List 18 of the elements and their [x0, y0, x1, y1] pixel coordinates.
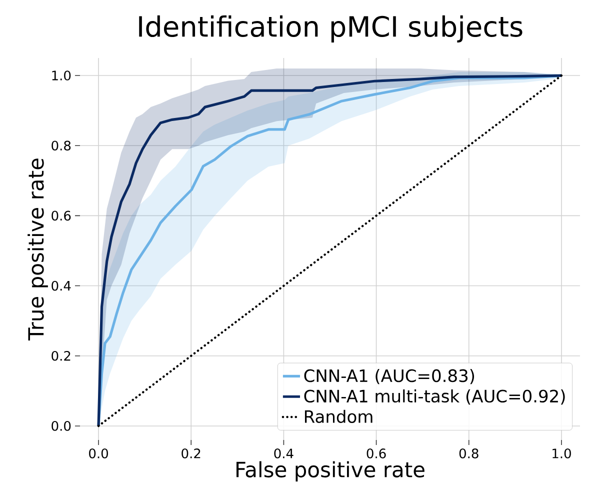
y-tick-label: 0.8	[52, 140, 71, 151]
y-axis-title: True positive rate	[28, 158, 48, 341]
chart-title: Identification pMCI subjects	[139, 15, 522, 42]
x-axis-title: False positive rate	[236, 461, 424, 482]
y-tick-label: 0.6	[52, 210, 71, 221]
x-tick-label: 0.0	[89, 448, 108, 458]
y-tick-label: 0.0	[52, 421, 71, 431]
x-tick-label: 0.8	[459, 448, 478, 458]
y-tick-label: 0.4	[52, 280, 71, 291]
x-tick-label: 0.4	[274, 448, 294, 458]
x-tick-label: 1.0	[552, 448, 571, 458]
legend-label: CNN-A1 multi-task (AUC=0.92)	[304, 389, 565, 405]
y-tick-label: 1.0	[52, 70, 71, 80]
x-tick-label: 0.2	[182, 448, 200, 458]
legend-label: CNN-A1 (AUC=0.83)	[304, 369, 474, 384]
legend-label: Random	[304, 410, 372, 423]
x-tick-label: 0.6	[366, 448, 386, 458]
y-tick-label: 0.2	[52, 350, 70, 361]
